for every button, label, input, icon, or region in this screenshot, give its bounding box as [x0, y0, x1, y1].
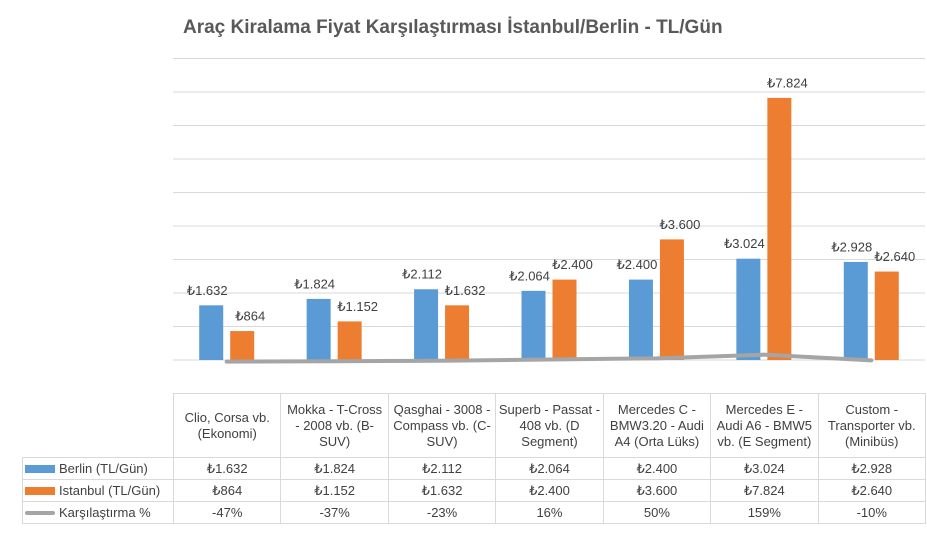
- data-label: ₺2.400: [617, 257, 658, 272]
- value-cell: -37%: [280, 501, 389, 524]
- value-cell: -10%: [817, 501, 926, 524]
- bar: [628, 279, 653, 360]
- bar: [659, 239, 684, 360]
- category-cell: Qasghai - 3008 - Compass vb. (C-SUV): [387, 393, 497, 458]
- value-cell: ₺1.152: [280, 479, 389, 502]
- series-row: Istanbul (TL/Gün) ₺864 ₺1.152 ₺1.632 ₺2.400 ₺…: [22, 479, 926, 502]
- bar: [843, 261, 868, 360]
- bar: [736, 258, 761, 360]
- bar: [445, 305, 470, 360]
- bar: [874, 271, 899, 360]
- data-table: Clio, Corsa vb. (Ekonomi) Mokka - T-Cross…: [22, 393, 926, 524]
- legend-cell: Istanbul (TL/Gün): [22, 479, 174, 502]
- category-cell: Mokka - T-Cross - 2008 vb. (B-SUV): [280, 393, 389, 458]
- bar: [199, 305, 224, 360]
- value-cell: ₺2.400: [602, 457, 712, 480]
- legend-label: Berlin (TL/Gün): [59, 460, 148, 476]
- category-cell: Mercedes C - BMW3.20 - Audi A4 (Orta Lük…: [602, 393, 712, 458]
- data-label: ₺3.024: [724, 236, 765, 251]
- value-cell: ₺3.600: [602, 479, 712, 502]
- blank-cell: [23, 394, 174, 458]
- legend-label: Istanbul (TL/Gün): [59, 482, 161, 498]
- data-label: ₺3.600: [660, 217, 701, 232]
- category-cell: Custom - Transporter vb. (Minibüs): [817, 393, 926, 458]
- data-label: ₺2.400: [552, 257, 593, 272]
- category-cell: Clio, Corsa vb. (Ekonomi): [172, 393, 282, 458]
- legend-key: [25, 465, 55, 474]
- header-row: Clio, Corsa vb. (Ekonomi) Mokka - T-Cross…: [23, 393, 926, 458]
- value-cell: ₺2.928: [817, 457, 926, 480]
- legend-key: [25, 487, 55, 496]
- bar: [306, 298, 331, 360]
- bar: [230, 331, 255, 360]
- legend-cell: Berlin (TL/Gün): [22, 457, 174, 480]
- value-cell: ₺1.632: [387, 479, 497, 502]
- data-label: ₺2.928: [831, 239, 872, 254]
- chart-title: Araç Kiralama Fiyat Karşılaştırması İsta…: [183, 17, 723, 38]
- value-cell: ₺1.824: [280, 457, 389, 480]
- data-label: ₺1.632: [445, 283, 486, 298]
- category-cell: Mercedes E - Audi A6 - BMW5 vb. (E Segme…: [710, 393, 819, 458]
- legend-key: [25, 511, 55, 516]
- bar: [552, 279, 577, 360]
- bar: [767, 97, 792, 361]
- value-cell: ₺3.024: [710, 457, 819, 480]
- value-cell: ₺7.824: [710, 479, 819, 502]
- data-label: ₺1.824: [294, 276, 335, 291]
- bar: [521, 290, 546, 360]
- comparison-line: [224, 352, 874, 364]
- value-cell: ₺2.064: [495, 457, 604, 480]
- data-label: ₺7.824: [767, 75, 808, 90]
- series-row: Berlin (TL/Gün) ₺1.632 ₺1.824 ₺2.112 ₺2.064 ₺…: [22, 457, 926, 480]
- value-cell: 50%: [602, 501, 712, 524]
- bar: [337, 321, 362, 360]
- value-cell: -47%: [172, 501, 282, 524]
- value-cell: ₺2.400: [495, 479, 604, 502]
- bar: [414, 289, 439, 360]
- category-cell: Superb - Passat - 408 vb. (D Segment): [495, 393, 604, 458]
- series-row: Karşılaştırma % -47% -37% -23% 16% 50% 159% -10…: [22, 501, 926, 524]
- legend-label: Karşılaştırma %: [59, 504, 151, 520]
- value-cell: ₺864: [172, 479, 282, 502]
- data-label: ₺1.632: [187, 283, 228, 298]
- legend-cell: Karşılaştırma %: [22, 501, 174, 524]
- value-cell: -23%: [387, 501, 497, 524]
- data-label: ₺2.640: [874, 249, 915, 264]
- value-cell: 159%: [710, 501, 819, 524]
- value-cell: ₺2.112: [387, 457, 497, 480]
- value-cell: ₺2.640: [817, 479, 926, 502]
- data-label: ₺2.112: [402, 267, 442, 282]
- data-label: ₺864: [235, 308, 265, 323]
- data-label: ₺1.152: [337, 299, 378, 314]
- value-cell: 16%: [495, 501, 604, 524]
- value-cell: ₺1.632: [172, 457, 282, 480]
- data-label: ₺2.064: [509, 268, 550, 283]
